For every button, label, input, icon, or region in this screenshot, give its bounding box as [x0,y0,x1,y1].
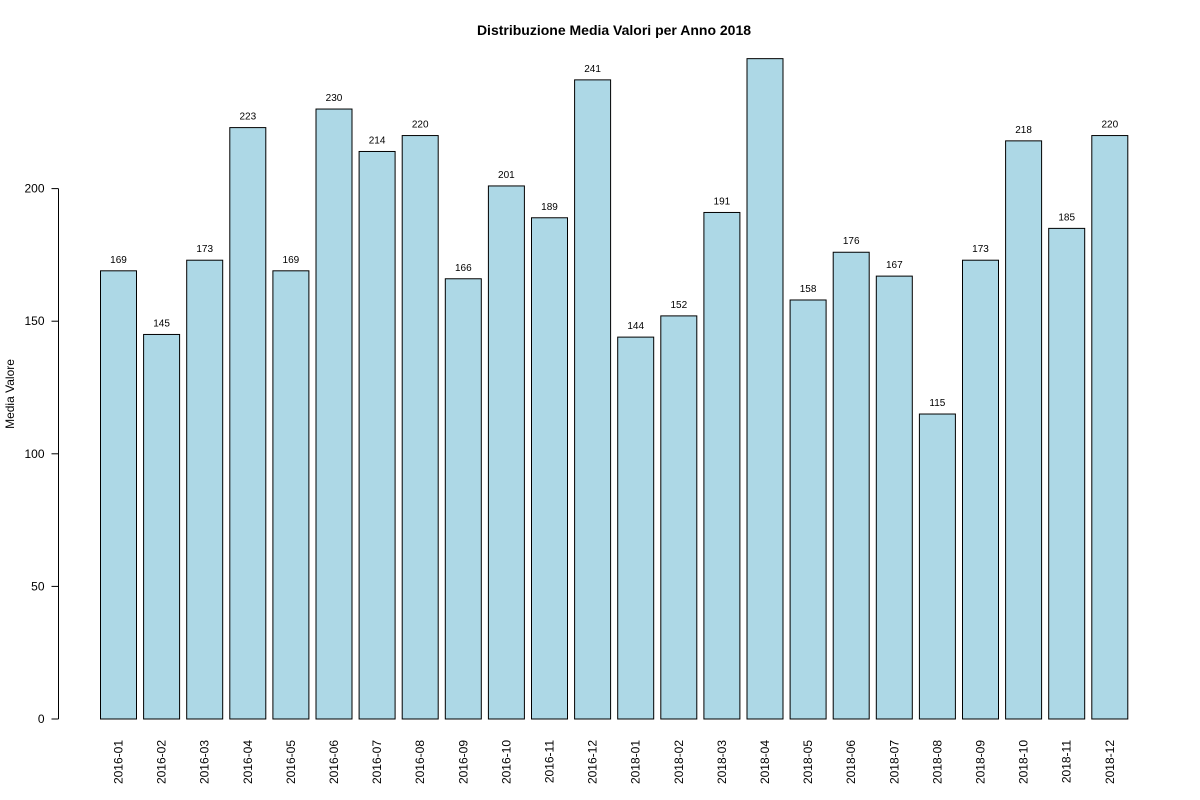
data-label: 144 [627,321,644,332]
bar [789,299,827,720]
bar [186,259,224,720]
data-label: 220 [412,120,429,131]
data-label: 158 [800,284,817,295]
data-label: 214 [369,135,386,146]
bar [487,185,525,720]
x-tick-label: 2016-08 [413,740,427,784]
bar [444,278,482,720]
bar [1048,227,1086,720]
y-axis: 0 50 100 150 200 [24,182,59,726]
x-tick-label: 2018-01 [629,740,643,784]
x-tick-label: 2016-09 [456,740,470,784]
y-tick-label: 200 [24,182,44,196]
bar [574,79,612,720]
data-label: 115 [929,398,945,409]
y-tick-label: 0 [38,712,45,726]
data-label: 241 [584,64,601,75]
bar [143,333,181,720]
bar [875,275,913,720]
bar [315,108,353,720]
bar [1091,135,1129,720]
bars-group: 169 145 173 223 169 230 214 220 166 201 189 241 144 1… [100,58,1129,720]
bar [703,211,741,720]
data-label: 218 [1015,125,1032,136]
x-tick-label: 2018-04 [758,740,772,784]
x-tick-label: 2018-05 [801,740,815,784]
data-label: 220 [1101,120,1118,131]
x-tick-label: 2016-03 [198,740,212,784]
bar [100,270,137,720]
bar [358,150,396,720]
data-label: 201 [498,170,515,181]
data-label: 167 [886,260,903,271]
data-label: 230 [326,93,343,104]
data-label: 145 [153,318,170,329]
bar [832,251,870,720]
data-label: 223 [239,112,256,123]
bar [962,259,999,720]
x-tick-label: 2018-06 [844,740,858,784]
x-tick-label: 2016-12 [586,740,600,784]
x-tick-label: 2016-02 [155,740,169,784]
data-label: 152 [670,300,687,311]
y-axis-label: Media Valore [3,359,17,429]
bar [401,135,439,720]
chart-title: Distribuzione Media Valori per Anno 2018 [477,22,751,38]
x-tick-label: 2016-07 [370,740,384,784]
bar [918,413,956,720]
data-label: 176 [843,236,860,247]
x-tick-label: 2016-10 [499,740,513,784]
bar [229,127,267,720]
x-tick-label: 2018-02 [672,740,686,784]
y-tick-label: 50 [31,579,45,593]
x-tick-label: 2016-01 [112,740,126,784]
data-label: 173 [972,244,989,255]
data-label: 169 [110,255,127,266]
data-label: 166 [455,263,472,274]
x-tick-label: 2018-08 [930,740,944,784]
y-tick-label: 100 [24,447,44,461]
x-tick-label: 2016-05 [284,740,298,784]
y-tick-label: 150 [24,314,44,328]
x-tick-label: 2018-11 [1060,740,1074,783]
x-tick-label: 2018-07 [887,740,901,784]
x-tick-label: 2018-09 [974,740,988,784]
bar [1005,140,1043,720]
x-tick-label: 2018-03 [715,740,729,784]
data-label: 185 [1058,212,1075,223]
x-tick-label: 2018-10 [1017,740,1031,784]
bar [660,315,698,720]
x-tick-label: 2016-04 [241,740,255,784]
bar [272,270,310,720]
x-tick-label: 2018-12 [1103,740,1117,784]
data-label: 173 [196,244,213,255]
x-axis: 2016-01 2016-02 2016-03 2016-04 2016-05 2016-… [112,740,1117,784]
x-tick-label: 2016-11 [543,740,557,783]
bar [531,217,568,720]
bar [746,58,784,720]
data-label: 189 [541,202,558,213]
data-label: 169 [283,255,300,266]
x-tick-label: 2016-06 [327,740,341,784]
data-label: 191 [714,196,731,207]
bar [617,336,655,720]
